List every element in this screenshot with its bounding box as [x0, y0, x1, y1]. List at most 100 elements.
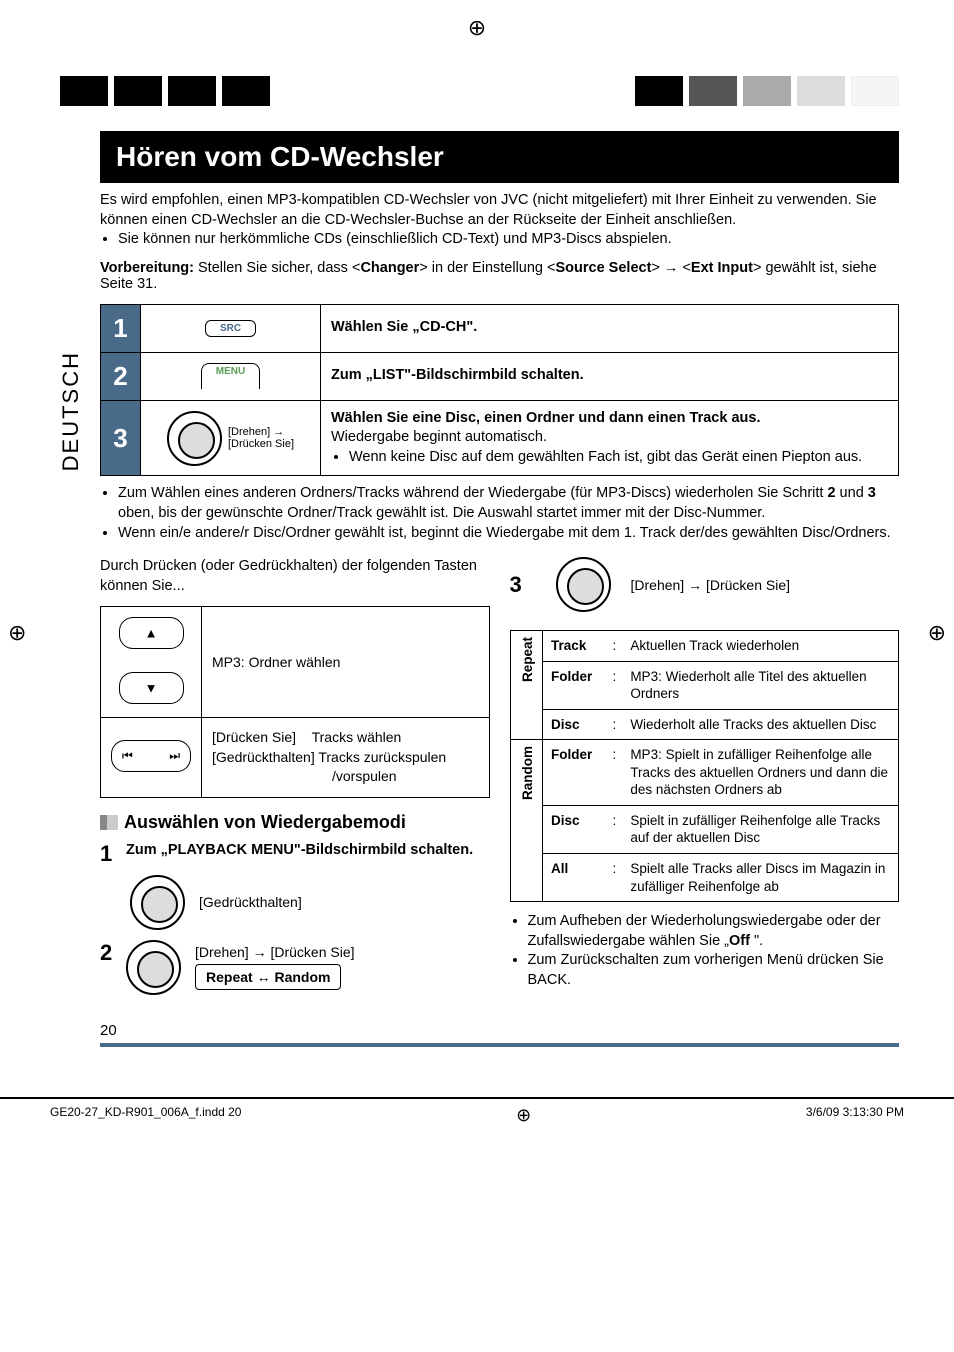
- steps-table: 1 SRC Wählen Sie „CD-CH". 2 MENU Zum „LI…: [100, 304, 899, 477]
- down-button-icon: ▼: [119, 672, 184, 704]
- up-button-icon: ▲: [119, 617, 184, 649]
- page-rule: [100, 1043, 899, 1047]
- step-row: 3 [Drehen] → [Drücken Sie] Wählen Sie ei…: [101, 400, 899, 476]
- prev-next-button-icon: ⏮⏭: [111, 740, 191, 772]
- mode-key: Folder: [543, 661, 605, 709]
- step-row: 1 SRC Wählen Sie „CD-CH".: [101, 304, 899, 352]
- note-text: Zum Wählen eines anderen Ordners/Tracks …: [118, 485, 827, 501]
- control-icon-cell: ▲: [101, 607, 202, 663]
- footer: GE20-27_KD-R901_006A_f.indd 20 ⊕ 3/6/09 …: [0, 1099, 954, 1136]
- step-number: 2: [101, 352, 141, 400]
- knob-caption: [Drehen] → [Drücken Sie]: [195, 944, 355, 960]
- group-label: Repeat: [510, 631, 543, 740]
- note-text: oben, bis der gewünschte Ordner/Track ge…: [118, 505, 765, 521]
- colon: :: [605, 853, 623, 901]
- group-label: Random: [510, 740, 543, 902]
- substep-text: Zum „PLAYBACK MENU"-Bildschirmbild schal…: [126, 841, 473, 867]
- heading-text: Auswählen von Wiedergabemodi: [124, 812, 406, 833]
- control-text: Tracks wählen: [312, 729, 402, 745]
- footer-right: 3/6/09 3:13:30 PM: [806, 1105, 904, 1126]
- prep-key: Changer: [360, 260, 419, 276]
- knob-icon: [130, 875, 185, 930]
- note-bold: 2: [827, 485, 835, 501]
- note-bold: Off: [729, 933, 750, 949]
- prep-key: Ext Input: [691, 260, 753, 276]
- step-desc: Wählen Sie „CD-CH".: [331, 319, 477, 335]
- step-desc-line: Wiedergabe beginnt automatisch.: [331, 429, 547, 445]
- page-title: Hören vom CD-Wechsler: [100, 131, 899, 183]
- language-tab: DEUTSCH: [58, 351, 84, 471]
- heading-marker-icon: [100, 815, 118, 830]
- section-heading: Auswählen von Wiedergabemodi: [100, 812, 490, 833]
- mode-key: Disc: [543, 709, 605, 740]
- note-item: Zum Aufheben der Wiederholungswiedergabe…: [528, 912, 900, 951]
- knob-icon: [126, 940, 181, 995]
- prep-key: Source Select: [556, 260, 652, 276]
- footer-left: GE20-27_KD-R901_006A_f.indd 20: [50, 1105, 241, 1126]
- mode-key: Disc: [543, 805, 605, 853]
- table-row: ⏮⏭ [Drücken Sie] Tracks wählen [Gedrückt…: [101, 718, 490, 798]
- step-desc-cell: Wählen Sie eine Disc, einen Ordner und d…: [321, 400, 899, 476]
- after-steps-notes: Zum Wählen eines anderen Ordners/Tracks …: [100, 484, 899, 543]
- crop-mark-icon: ⊕: [468, 15, 486, 41]
- repeat-random-box: Repeat ↔ Random: [195, 964, 341, 990]
- control-icon-cell: ▼: [101, 662, 202, 718]
- mode-key: All: [543, 853, 605, 901]
- control-icon-cell: ⏮⏭: [101, 718, 202, 798]
- colon: :: [605, 805, 623, 853]
- prep-text: > in der Einstellung <: [419, 260, 555, 276]
- step-row: 2 MENU Zum „LIST"-Bildschirmbild schalte…: [101, 352, 899, 400]
- tail-notes: Zum Aufheben der Wiederholungswiedergabe…: [510, 912, 900, 990]
- mode-key: Track: [543, 631, 605, 662]
- knob-label: [Drücken Sie]: [228, 438, 294, 450]
- note-text: Zum Aufheben der Wiederholungswiedergabe…: [528, 913, 881, 949]
- mode-desc: MP3: Wiederholt alle Titel des aktuellen…: [622, 661, 898, 709]
- colon: :: [605, 661, 623, 709]
- note-item: Zum Wählen eines anderen Ordners/Tracks …: [118, 484, 899, 523]
- intro-text: Es wird empfohlen, einen MP3-kompatiblen…: [100, 191, 899, 250]
- substep-number: 1: [100, 841, 126, 867]
- mode-desc: Wiederholt alle Tracks des aktuellen Dis…: [622, 709, 898, 740]
- table-row: All : Spielt alle Tracks aller Discs im …: [510, 853, 899, 901]
- knob-caption: [Gedrückthalten]: [199, 894, 302, 910]
- control-text: /vorspulen: [212, 767, 397, 787]
- note-bold: 3: [868, 485, 876, 501]
- control-text: [Drücken Sie]: [212, 729, 296, 745]
- colon: :: [605, 740, 623, 806]
- step-icon-cell: MENU: [141, 352, 321, 400]
- knob-label: [Drehen] →: [228, 426, 294, 438]
- page-number: 20: [100, 1022, 899, 1047]
- control-desc: [Drücken Sie] Tracks wählen [Gedrückthal…: [202, 718, 490, 798]
- prep-text: > → <: [651, 260, 691, 276]
- menu-button-icon: MENU: [201, 363, 260, 389]
- preparation-note: Vorbereitung: Stellen Sie sicher, dass <…: [100, 260, 899, 292]
- note-text: ".: [750, 933, 763, 949]
- control-text: [Gedrückthalten] Tracks zurückspulen: [212, 749, 446, 765]
- colon: :: [605, 631, 623, 662]
- step-desc-line: Wenn keine Disc auf dem gewählten Fach i…: [349, 448, 888, 468]
- note-item: Wenn ein/e andere/r Disc/Ordner gewählt …: [118, 524, 899, 544]
- knob-caption: [Drehen] → [Drücken Sie]: [631, 577, 791, 593]
- table-row: Random Folder : MP3: Spielt in zufällige…: [510, 740, 899, 806]
- footer-rule: [0, 1097, 954, 1099]
- mode-desc: Spielt in zufälliger Reihenfolge alle Tr…: [622, 805, 898, 853]
- table-row: Disc : Spielt in zufälliger Reihenfolge …: [510, 805, 899, 853]
- left-column: Durch Drücken (oder Gedrückhalten) der f…: [100, 557, 490, 1004]
- step-desc: Zum „LIST"-Bildschirmbild schalten.: [331, 367, 584, 383]
- mode-key: Folder: [543, 740, 605, 806]
- press-intro: Durch Drücken (oder Gedrückhalten) der f…: [100, 557, 490, 596]
- knob-icon: [167, 411, 222, 466]
- table-row: Repeat Track : Aktuellen Track wiederhol…: [510, 631, 899, 662]
- table-row: ▲ MP3: Ordner wählen: [101, 607, 490, 663]
- prep-label: Vorbereitung:: [100, 260, 194, 276]
- intro-paragraph: Es wird empfohlen, einen MP3-kompatiblen…: [100, 192, 877, 228]
- substep-number: 3: [510, 572, 536, 598]
- note-item: Zum Zurückschalten zum vorherigen Menü d…: [528, 951, 900, 990]
- knob-icon: [556, 557, 611, 612]
- step-icon-cell: SRC: [141, 304, 321, 352]
- note-text: und: [836, 485, 868, 501]
- registration-blocks: [60, 76, 899, 106]
- mode-desc: Aktuellen Track wiederholen: [622, 631, 898, 662]
- mode-desc: Spielt alle Tracks aller Discs im Magazi…: [622, 853, 898, 901]
- substep-number: 2: [100, 940, 126, 966]
